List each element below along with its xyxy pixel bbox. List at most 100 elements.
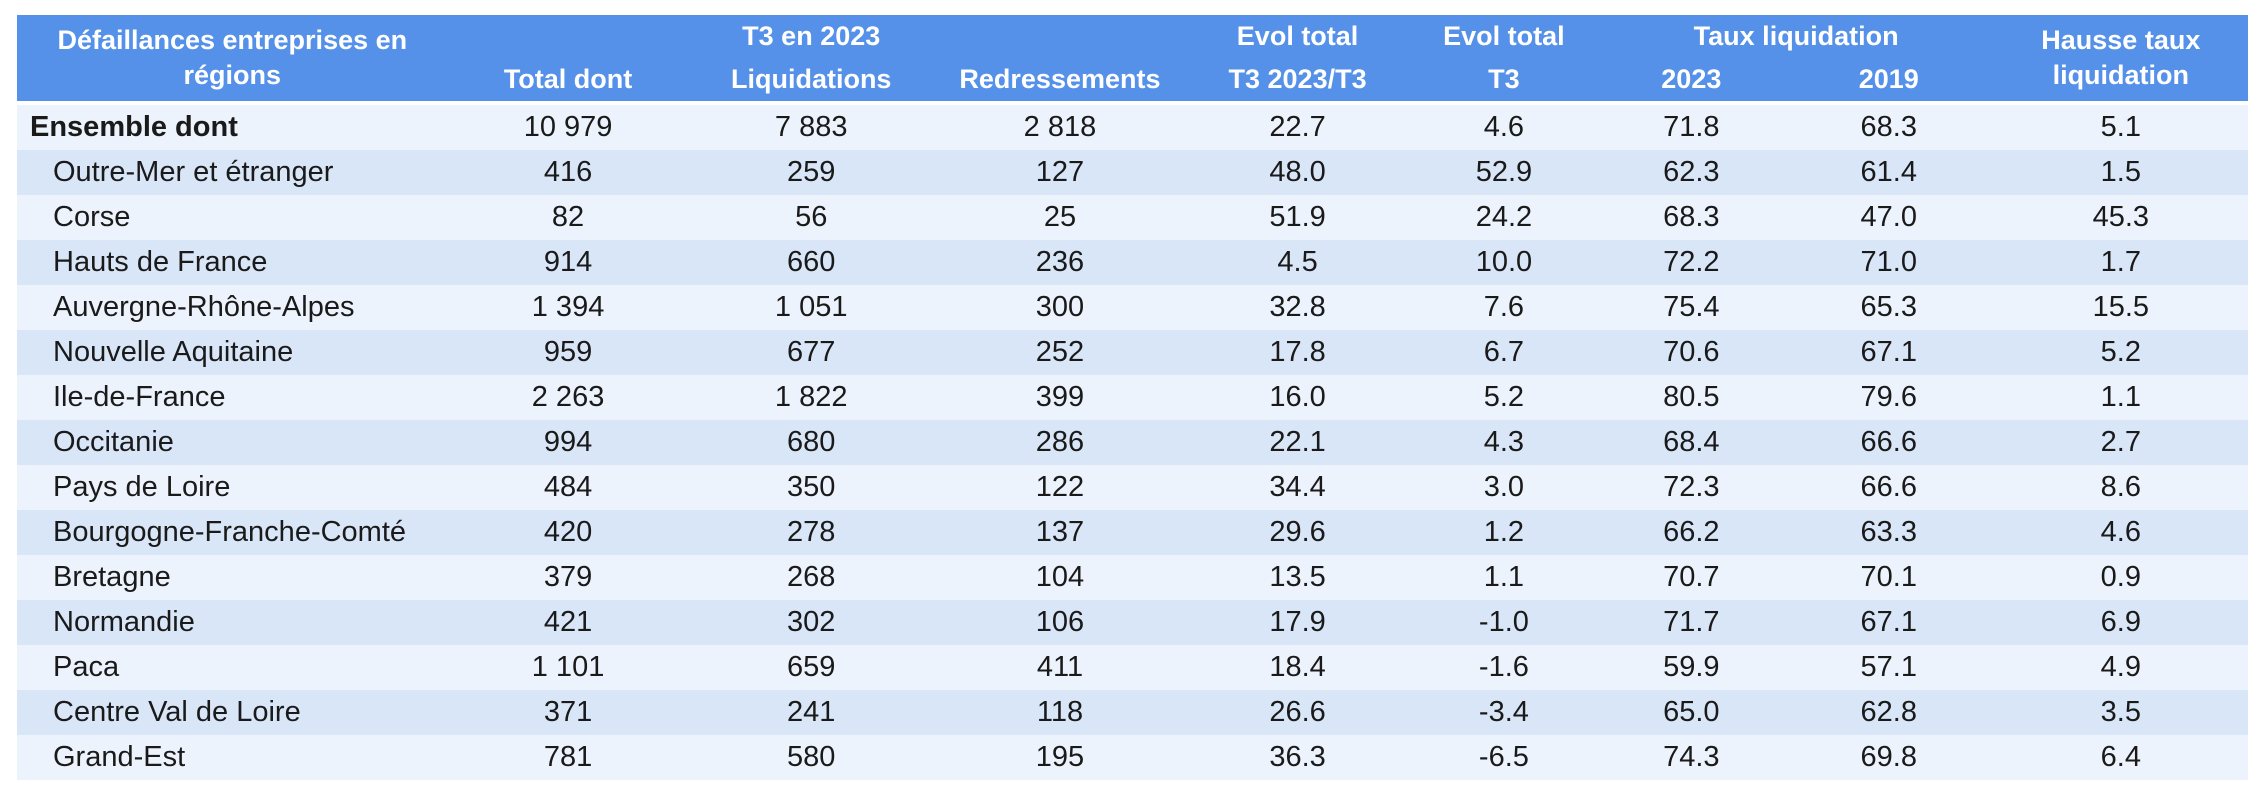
region-cell: Bourgogne-Franche-Comté [53,516,407,548]
region-cell: Centre Val de Loire [53,696,301,728]
value-cell: 7 883 [774,111,848,143]
value-cell: 4.3 [1483,426,1525,458]
table-row: Centre Val de Loire 371 241 118 26.6 -3.4 65.0… [17,690,2248,735]
value-cell: 1 051 [774,291,848,323]
value-cell: 379 [543,561,593,593]
value-cell: 67.1 [1860,336,1917,368]
value-cell: 70.1 [1860,561,1917,593]
value-cell: 66.2 [1663,516,1720,548]
table-row: Hauts de France 914 660 236 4.5 10.0 72.2 71.0 1… [17,240,2248,285]
value-cell: 580 [787,741,836,773]
value-cell: 66.6 [1860,471,1917,503]
value-cell: 61.4 [1860,156,1917,188]
value-cell: 79.6 [1860,381,1917,413]
value-cell: 68.3 [1663,201,1720,233]
header-region: Défaillances entreprises en régions [17,15,448,105]
value-cell: 10 979 [523,111,613,143]
value-cell: 45.3 [2092,201,2150,233]
table-row: Nouvelle Aquitaine 959 677 252 17.8 6.7 70.6 67… [17,330,2248,375]
value-cell: 6.9 [2100,606,2141,638]
value-cell: 1.5 [2100,156,2141,188]
value-cell: 62.8 [1860,696,1917,728]
value-cell: 300 [1035,291,1085,323]
value-cell: 59.9 [1663,651,1720,683]
value-cell: 5.2 [2100,336,2141,368]
header-spacer-total [447,15,689,58]
value-cell: 80.5 [1663,381,1720,413]
region-cell: Grand-Est [53,741,186,773]
table-row: Grand-Est 781 580 195 36.3 -6.5 74.3 69.8 6.4 [17,735,2248,780]
value-cell: 1 822 [774,381,848,413]
value-cell: 22.1 [1269,426,1326,458]
value-cell: 416 [543,156,593,188]
value-cell: 127 [1035,156,1085,188]
value-cell: 72.3 [1663,471,1720,503]
value-cell: 10.0 [1475,246,1533,278]
value-cell: 0.9 [2100,561,2141,593]
value-cell: 241 [787,696,836,728]
region-cell: Occitanie [53,426,174,458]
value-cell: 302 [787,606,836,638]
value-cell: 994 [543,426,593,458]
value-cell: 259 [787,156,836,188]
region-cell: Normandie [53,606,195,638]
value-cell: 1.2 [1483,516,1525,548]
table-row: Auvergne-Rhône-Alpes 1 394 1 051 300 32.8 7.6… [17,285,2248,330]
value-cell: 75.4 [1663,291,1720,323]
value-cell: 660 [787,246,836,278]
table-row: Bretagne 379 268 104 13.5 1.1 70.7 70.1 0.9 [17,555,2248,600]
table-row: Ile-de-France 2 263 1 822 399 16.0 5.2 80.5 79.… [17,375,2248,420]
value-cell: 71.8 [1663,111,1720,143]
value-cell: -3.4 [1478,696,1529,728]
value-cell: 1 101 [531,651,605,683]
value-cell: 52.9 [1475,156,1533,188]
region-cell: Bretagne [53,561,171,593]
value-cell: 118 [1036,696,1084,728]
value-cell: -1.6 [1478,651,1529,683]
value-cell: 25 [1043,201,1077,233]
value-cell: 4.5 [1277,246,1318,278]
value-cell: 5.2 [1483,381,1525,413]
value-cell: 1.1 [1483,561,1525,593]
value-cell: 66.6 [1860,426,1917,458]
value-cell: 16.0 [1269,381,1326,413]
value-cell: 371 [543,696,593,728]
value-cell: 68.4 [1663,426,1720,458]
value-cell: 63.3 [1860,516,1917,548]
table-row: Paca 1 101 659 411 18.4 -1.6 59.9 57.1 4.9 [17,645,2248,690]
value-cell: 51.9 [1269,201,1326,233]
table-row: Normandie 421 302 106 17.9 -1.0 71.7 67.1 6.9 [17,600,2248,645]
value-cell: 252 [1035,336,1085,368]
value-cell: 65.3 [1860,291,1917,323]
value-cell: 195 [1035,741,1085,773]
value-cell: -6.5 [1478,741,1529,773]
value-cell: 69.8 [1860,741,1917,773]
value-cell: 104 [1035,561,1085,593]
value-cell: 6.4 [2100,741,2141,773]
value-cell: 17.9 [1269,606,1326,638]
value-cell: 62.3 [1663,156,1720,188]
value-cell: 72.2 [1663,246,1720,278]
region-cell: Nouvelle Aquitaine [53,336,294,368]
value-cell: 36.3 [1269,741,1326,773]
value-cell: 411 [1036,651,1084,683]
value-cell: 15.5 [2092,291,2150,323]
table-row: Bourgogne-Franche-Comté 420 278 137 29.6 1.2 6… [17,510,2248,555]
value-cell: 2.7 [2100,426,2141,458]
header-total-dont: Total dont [447,58,689,105]
value-cell: 57.1 [1860,651,1917,683]
value-cell: 22.7 [1269,111,1326,143]
value-cell: 68.3 [1860,111,1917,143]
value-cell: 48.0 [1269,156,1326,188]
value-cell: 484 [543,471,593,503]
header-redressements: Redressements [933,58,1187,105]
header-group-evol-total-2: Evol total [1409,15,1599,58]
value-cell: 399 [1035,381,1085,413]
value-cell: 680 [787,426,836,458]
value-cell: -1.0 [1478,606,1529,638]
value-cell: 82 [551,201,585,233]
value-cell: 4.6 [2100,516,2141,548]
value-cell: 3.5 [2100,696,2141,728]
value-cell: 70.6 [1663,336,1720,368]
